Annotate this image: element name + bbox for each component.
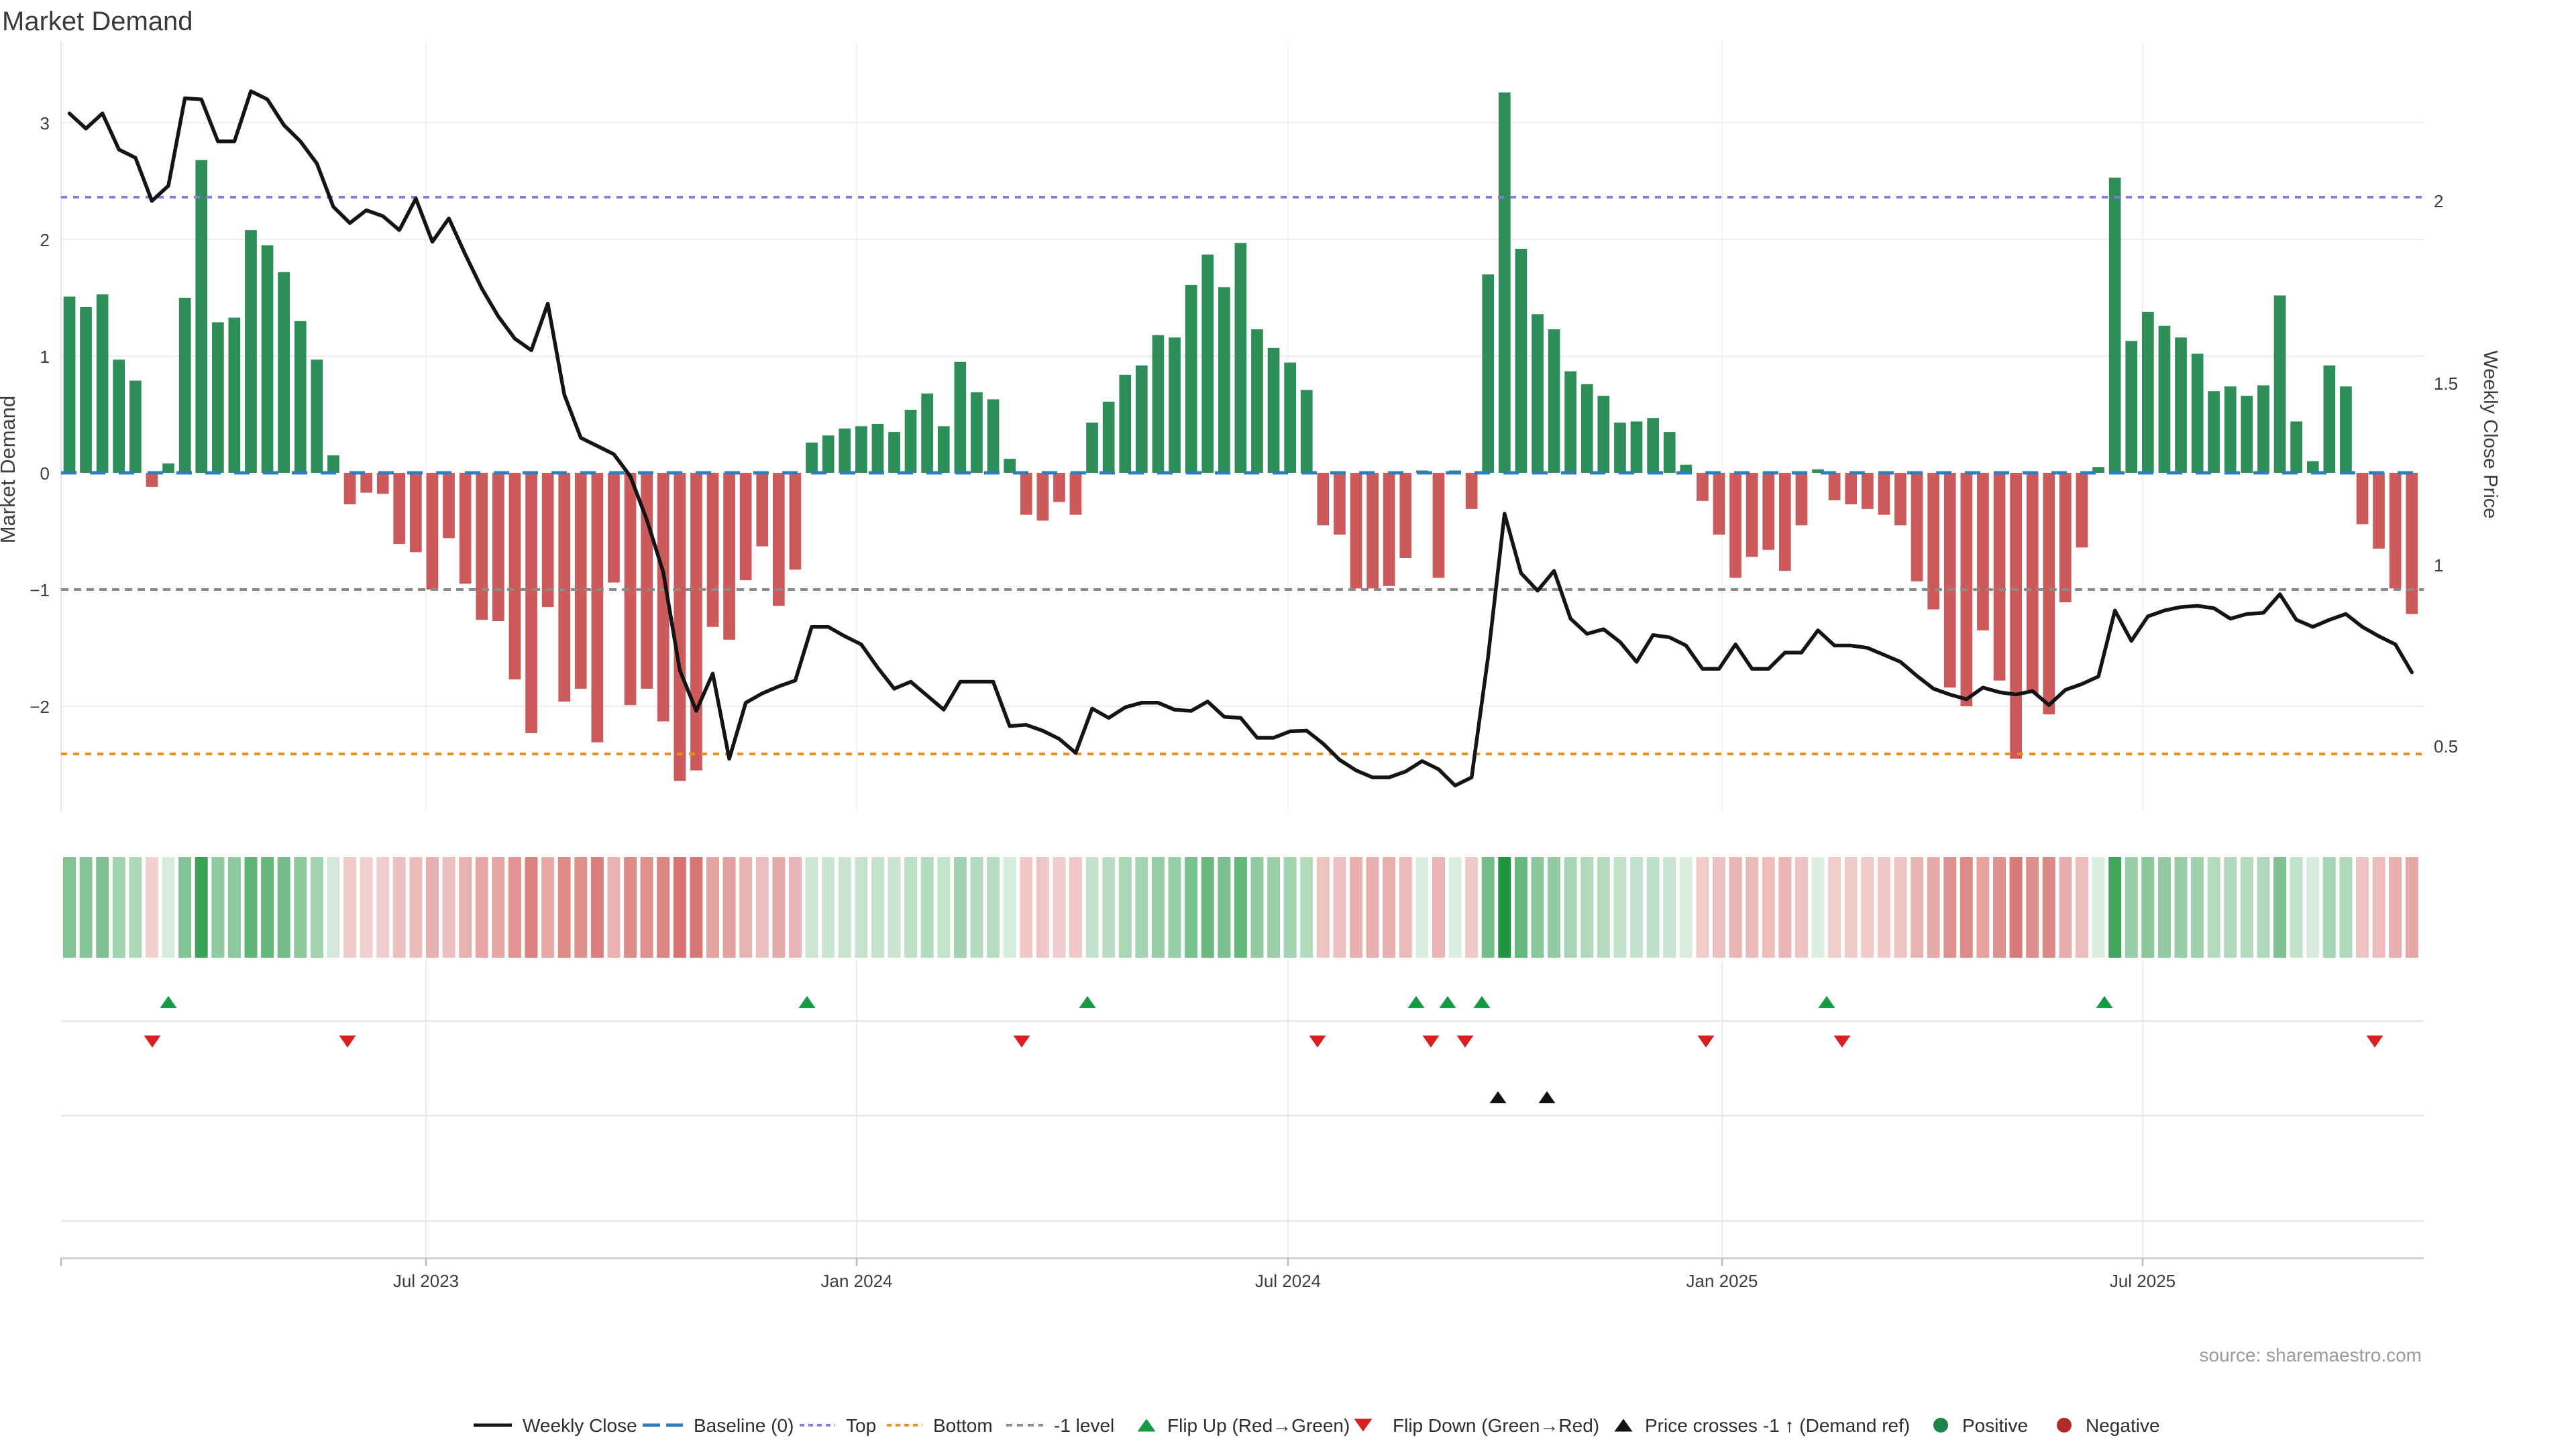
- svg-text:−1: −1: [30, 580, 50, 600]
- svg-text:2: 2: [40, 230, 50, 250]
- svg-text:Market Demand: Market Demand: [2, 7, 193, 36]
- svg-text:Top: Top: [846, 1415, 876, 1436]
- svg-text:Jul 2023: Jul 2023: [393, 1271, 459, 1291]
- svg-text:2: 2: [2434, 191, 2443, 211]
- svg-text:−2: −2: [30, 697, 50, 717]
- svg-text:3: 3: [40, 113, 50, 133]
- svg-text:Jan 2025: Jan 2025: [1686, 1271, 1758, 1291]
- svg-text:Flip Down (Green→Red): Flip Down (Green→Red): [1393, 1415, 1599, 1436]
- svg-text:Weekly Close Price: Weekly Close Price: [2479, 351, 2501, 519]
- svg-text:Weekly Close: Weekly Close: [523, 1415, 637, 1436]
- svg-text:Jul 2024: Jul 2024: [1255, 1271, 1321, 1291]
- svg-text:1.5: 1.5: [2434, 374, 2458, 394]
- svg-text:source: sharemaestro.com: source: sharemaestro.com: [2200, 1345, 2422, 1365]
- svg-text:0.5: 0.5: [2434, 736, 2458, 757]
- svg-text:Flip Up (Red→Green): Flip Up (Red→Green): [1167, 1415, 1350, 1436]
- svg-text:-1 level: -1 level: [1054, 1415, 1114, 1436]
- svg-text:Market Demand: Market Demand: [0, 396, 19, 544]
- svg-text:1: 1: [2434, 555, 2443, 575]
- svg-text:Jul 2025: Jul 2025: [2110, 1271, 2176, 1291]
- svg-text:Jan 2024: Jan 2024: [821, 1271, 893, 1291]
- svg-text:Bottom: Bottom: [933, 1415, 993, 1436]
- svg-text:Negative: Negative: [2086, 1415, 2160, 1436]
- svg-text:0: 0: [40, 463, 50, 484]
- svg-text:1: 1: [40, 347, 50, 367]
- svg-text:Baseline (0): Baseline (0): [694, 1415, 794, 1436]
- svg-text:Price crosses -1 ↑ (Demand ref: Price crosses -1 ↑ (Demand ref): [1645, 1415, 1910, 1436]
- svg-text:Positive: Positive: [1962, 1415, 2028, 1436]
